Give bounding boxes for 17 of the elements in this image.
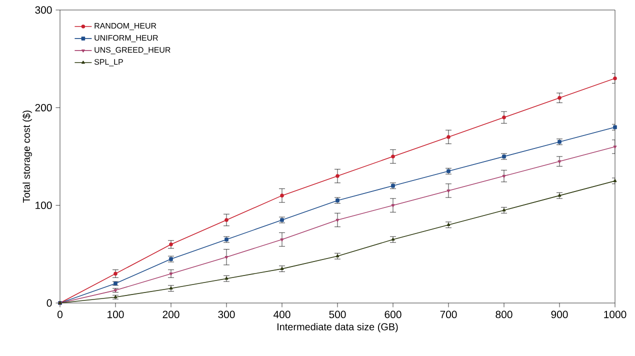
x-tick-label: 300 [218,310,235,318]
x-tick-label: 700 [440,310,457,318]
x-tick-label: 600 [384,310,402,318]
y-tick-label: 200 [35,104,52,112]
y-tick-label: 0 [46,299,52,307]
y-tick-label: 300 [35,6,52,14]
x-tick-label: 200 [162,310,180,318]
y-tick-label: 100 [36,202,52,210]
x-tick-label: 400 [274,310,290,318]
x-tick-label: 100 [108,310,124,318]
x-tick-label: 800 [496,310,512,318]
x-tick-label: 1000 [604,310,626,318]
x-tick-label: 900 [551,310,568,318]
x-tick-label: 500 [329,310,346,318]
x-axis-title: Intermediate data size (GB) [278,323,398,332]
y-axis-title: Total storage cost ($) [22,110,32,203]
x-tick-label: 0 [57,310,62,318]
